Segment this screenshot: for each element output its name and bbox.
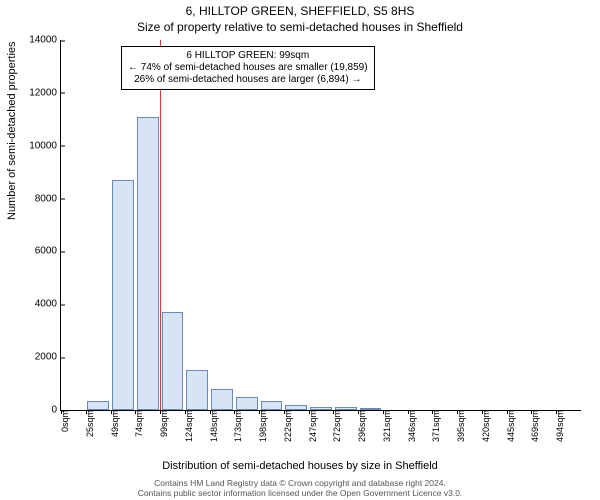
histogram-bar <box>285 405 307 410</box>
x-tick-label: 25sqm <box>85 410 95 437</box>
x-tick-label: 222sqm <box>283 410 293 442</box>
y-tick-label: 2000 <box>17 352 61 363</box>
plot-area: 020004000600080001000012000140000sqm25sq… <box>60 40 581 411</box>
histogram-bar <box>137 117 159 410</box>
annotation-line-larger: 26% of semi-detached houses are larger (… <box>128 74 368 86</box>
y-tick-label: 12000 <box>17 87 61 98</box>
y-tick-label: 4000 <box>17 299 61 310</box>
footer-attribution: Contains HM Land Registry data © Crown c… <box>0 479 600 498</box>
x-tick-label: 494sqm <box>555 410 565 442</box>
x-tick-label: 420sqm <box>481 410 491 442</box>
x-axis-label: Distribution of semi-detached houses by … <box>0 460 600 472</box>
x-tick-label: 198sqm <box>258 410 268 442</box>
annotation-line-property: 6 HILLTOP GREEN: 99sqm <box>128 50 368 62</box>
chart-container: 6, HILLTOP GREEN, SHEFFIELD, S5 8HS Size… <box>0 0 600 500</box>
histogram-bar <box>236 397 258 410</box>
x-tick-label: 0sqm <box>60 410 70 432</box>
y-tick-label: 14000 <box>17 35 61 46</box>
x-tick-label: 296sqm <box>357 410 367 442</box>
x-tick-label: 272sqm <box>332 410 342 442</box>
y-tick-label: 10000 <box>17 140 61 151</box>
x-tick-label: 395sqm <box>456 410 466 442</box>
x-tick-label: 148sqm <box>209 410 219 442</box>
histogram-bar <box>112 180 134 410</box>
x-tick-label: 247sqm <box>308 410 318 442</box>
x-tick-label: 469sqm <box>530 410 540 442</box>
y-tick-label: 0 <box>17 405 61 416</box>
histogram-bar <box>186 370 208 410</box>
histogram-bar <box>310 407 332 410</box>
x-tick-label: 173sqm <box>233 410 243 442</box>
x-tick-label: 445sqm <box>506 410 516 442</box>
histogram-bar <box>335 407 357 410</box>
x-tick-label: 74sqm <box>134 410 144 437</box>
histogram-bar <box>261 401 283 410</box>
footer-line2: Contains public sector information licen… <box>0 489 600 498</box>
x-tick-label: 99sqm <box>159 410 169 437</box>
histogram-bar <box>87 401 109 410</box>
histogram-bar <box>360 408 382 410</box>
x-tick-label: 124sqm <box>184 410 194 442</box>
x-tick-label: 49sqm <box>110 410 120 437</box>
annotation-line-smaller: ← 74% of semi-detached houses are smalle… <box>128 62 368 74</box>
x-tick-label: 371sqm <box>431 410 441 442</box>
y-tick-label: 8000 <box>17 193 61 204</box>
histogram-bar <box>211 389 233 410</box>
annotation-box: 6 HILLTOP GREEN: 99sqm ← 74% of semi-det… <box>121 46 375 90</box>
chart-title-address: 6, HILLTOP GREEN, SHEFFIELD, S5 8HS <box>0 4 600 18</box>
y-tick-label: 6000 <box>17 246 61 257</box>
histogram-bar <box>162 312 184 410</box>
x-tick-label: 321sqm <box>382 410 392 442</box>
reference-line <box>160 40 161 410</box>
chart-subtitle: Size of property relative to semi-detach… <box>0 20 600 34</box>
x-tick-label: 346sqm <box>407 410 417 442</box>
